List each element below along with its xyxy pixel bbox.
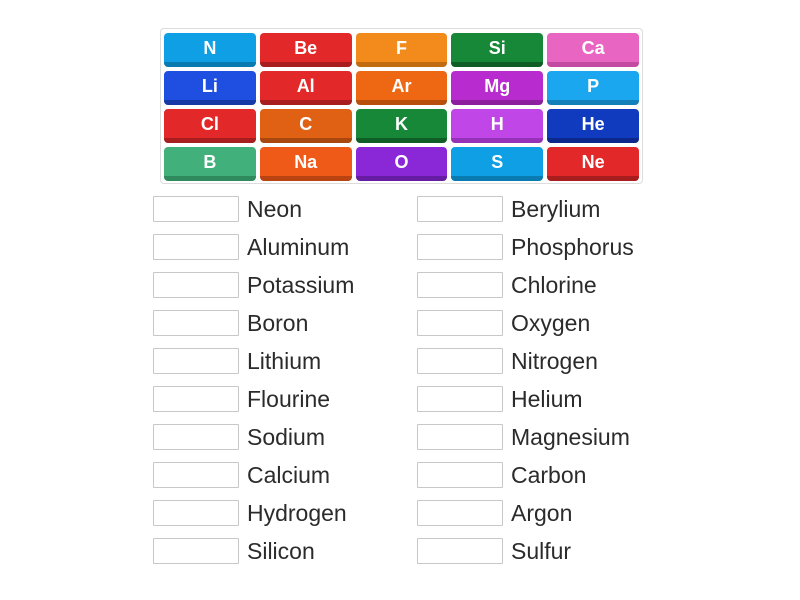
answer-label: Argon bbox=[511, 500, 572, 527]
activity-stage: NBeFSiCa LiAlArMgP ClCKHHe BNaOSNe Neon Alum… bbox=[0, 0, 800, 600]
answer-label: Oxygen bbox=[511, 310, 590, 337]
element-tile-o[interactable]: O bbox=[356, 147, 448, 181]
answer-row: Argon bbox=[417, 494, 663, 532]
dropzone[interactable] bbox=[417, 538, 503, 564]
dropzone[interactable] bbox=[417, 386, 503, 412]
answer-label: Lithium bbox=[247, 348, 321, 375]
answer-area: Neon Aluminum Potassium Boron Lithium Flourin… bbox=[153, 190, 663, 570]
answer-label: Berylium bbox=[511, 196, 600, 223]
answer-row: Aluminum bbox=[153, 228, 399, 266]
answer-row: Chlorine bbox=[417, 266, 663, 304]
dropzone[interactable] bbox=[417, 500, 503, 526]
answer-label: Hydrogen bbox=[247, 500, 347, 527]
dropzone[interactable] bbox=[153, 234, 239, 260]
element-tile-be[interactable]: Be bbox=[260, 33, 352, 67]
element-tile-si[interactable]: Si bbox=[451, 33, 543, 67]
answer-label: Sulfur bbox=[511, 538, 571, 565]
element-tile-f[interactable]: F bbox=[356, 33, 448, 67]
answer-row: Flourine bbox=[153, 380, 399, 418]
dropzone[interactable] bbox=[153, 272, 239, 298]
answer-label: Flourine bbox=[247, 386, 330, 413]
answer-row: Calcium bbox=[153, 456, 399, 494]
answer-row: Nitrogen bbox=[417, 342, 663, 380]
dropzone[interactable] bbox=[153, 196, 239, 222]
answer-label: Magnesium bbox=[511, 424, 630, 451]
answer-row: Silicon bbox=[153, 532, 399, 570]
element-tile-mg[interactable]: Mg bbox=[451, 71, 543, 105]
answer-row: Neon bbox=[153, 190, 399, 228]
answer-label: Calcium bbox=[247, 462, 330, 489]
answer-row: Sulfur bbox=[417, 532, 663, 570]
element-tile-b[interactable]: B bbox=[164, 147, 256, 181]
dropzone[interactable] bbox=[417, 310, 503, 336]
dropzone[interactable] bbox=[153, 424, 239, 450]
dropzone[interactable] bbox=[417, 272, 503, 298]
dropzone[interactable] bbox=[417, 462, 503, 488]
dropzone[interactable] bbox=[153, 538, 239, 564]
element-tile-c[interactable]: C bbox=[260, 109, 352, 143]
answer-row: Carbon bbox=[417, 456, 663, 494]
dropzone[interactable] bbox=[153, 500, 239, 526]
answer-row: Phosphorus bbox=[417, 228, 663, 266]
answer-row: Magnesium bbox=[417, 418, 663, 456]
answer-row: Lithium bbox=[153, 342, 399, 380]
answer-row: Berylium bbox=[417, 190, 663, 228]
element-tile-ca[interactable]: Ca bbox=[547, 33, 639, 67]
element-tile-na[interactable]: Na bbox=[260, 147, 352, 181]
tile-row: LiAlArMgP bbox=[164, 71, 639, 105]
tile-bank: NBeFSiCa LiAlArMgP ClCKHHe BNaOSNe bbox=[160, 28, 643, 184]
element-tile-n[interactable]: N bbox=[164, 33, 256, 67]
dropzone[interactable] bbox=[417, 424, 503, 450]
answer-label: Sodium bbox=[247, 424, 325, 451]
tile-row: NBeFSiCa bbox=[164, 33, 639, 67]
answer-label: Helium bbox=[511, 386, 583, 413]
dropzone[interactable] bbox=[153, 462, 239, 488]
dropzone[interactable] bbox=[153, 310, 239, 336]
element-tile-h[interactable]: H bbox=[451, 109, 543, 143]
answer-row: Oxygen bbox=[417, 304, 663, 342]
answer-column-right: Berylium Phosphorus Chlorine Oxygen Nitrogen… bbox=[417, 190, 663, 570]
dropzone[interactable] bbox=[417, 348, 503, 374]
answer-label: Neon bbox=[247, 196, 302, 223]
element-tile-al[interactable]: Al bbox=[260, 71, 352, 105]
element-tile-ne[interactable]: Ne bbox=[547, 147, 639, 181]
answer-row: Sodium bbox=[153, 418, 399, 456]
element-tile-ar[interactable]: Ar bbox=[356, 71, 448, 105]
answer-label: Aluminum bbox=[247, 234, 349, 261]
dropzone[interactable] bbox=[153, 348, 239, 374]
answer-row: Helium bbox=[417, 380, 663, 418]
answer-row: Boron bbox=[153, 304, 399, 342]
answer-label: Boron bbox=[247, 310, 308, 337]
tile-row: BNaOSNe bbox=[164, 147, 639, 181]
dropzone[interactable] bbox=[417, 234, 503, 260]
dropzone[interactable] bbox=[153, 386, 239, 412]
answer-label: Nitrogen bbox=[511, 348, 598, 375]
element-tile-li[interactable]: Li bbox=[164, 71, 256, 105]
answer-label: Carbon bbox=[511, 462, 586, 489]
answer-row: Hydrogen bbox=[153, 494, 399, 532]
element-tile-p[interactable]: P bbox=[547, 71, 639, 105]
dropzone[interactable] bbox=[417, 196, 503, 222]
answer-column-left: Neon Aluminum Potassium Boron Lithium Flourin… bbox=[153, 190, 399, 570]
element-tile-he[interactable]: He bbox=[547, 109, 639, 143]
answer-label: Chlorine bbox=[511, 272, 597, 299]
tile-row: ClCKHHe bbox=[164, 109, 639, 143]
element-tile-k[interactable]: K bbox=[356, 109, 448, 143]
element-tile-cl[interactable]: Cl bbox=[164, 109, 256, 143]
element-tile-s[interactable]: S bbox=[451, 147, 543, 181]
answer-label: Potassium bbox=[247, 272, 354, 299]
answer-label: Phosphorus bbox=[511, 234, 634, 261]
answer-row: Potassium bbox=[153, 266, 399, 304]
answer-label: Silicon bbox=[247, 538, 315, 565]
